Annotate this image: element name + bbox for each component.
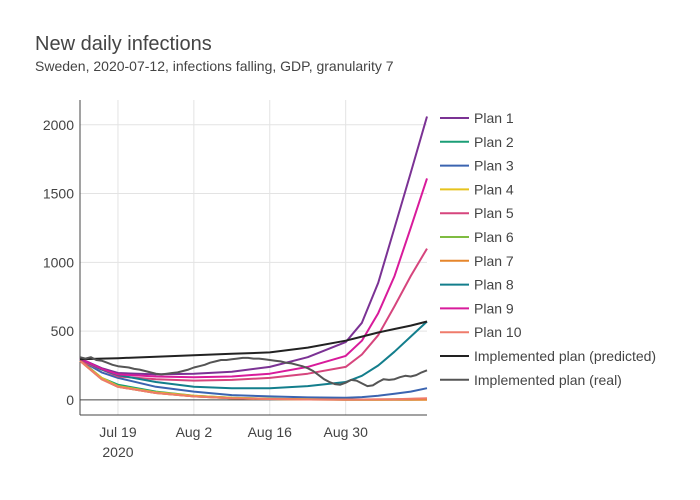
series-line-8 — [79, 320, 428, 390]
legend-label: Plan 1 — [474, 110, 514, 126]
legend-label: Plan 2 — [474, 134, 514, 150]
series-line-5 — [79, 248, 428, 382]
legend-item[interactable]: Plan 6 — [440, 229, 514, 245]
legend: Plan 1 Plan 2 Plan 3 Plan 4 Plan 5 Plan 6 Plan… — [440, 110, 656, 388]
x-tick-label: Aug 2 — [176, 424, 213, 440]
x-tick-label: Aug 30 — [323, 424, 368, 440]
chart-title: New daily infections — [35, 33, 212, 55]
legend-label: Plan 6 — [474, 229, 514, 245]
legend-item[interactable]: Plan 2 — [440, 134, 514, 150]
y-tick-label: 1000 — [43, 254, 74, 270]
legend-label: Plan 9 — [474, 300, 514, 316]
y-tick-label: 500 — [51, 323, 75, 339]
y-tick-label: 2000 — [43, 117, 74, 133]
legend-item[interactable]: Plan 10 — [440, 324, 522, 340]
series-line-1 — [79, 116, 428, 376]
legend-item[interactable]: Plan 7 — [440, 253, 514, 269]
series-line-10 — [79, 359, 428, 401]
series-line-11 — [79, 320, 428, 361]
series-layer — [79, 116, 428, 401]
series-line-3 — [79, 359, 428, 399]
legend-item[interactable]: Plan 8 — [440, 277, 514, 293]
legend-label: Plan 3 — [474, 158, 514, 174]
legend-item[interactable]: Plan 5 — [440, 205, 514, 221]
y-tick-label: 1500 — [43, 186, 74, 202]
y-tick-labels: 0 500 1000 1500 2000 — [43, 117, 74, 408]
legend-label: Implemented plan (real) — [474, 372, 622, 388]
legend-label: Plan 7 — [474, 253, 514, 269]
legend-label: Plan 8 — [474, 277, 514, 293]
legend-item[interactable]: Plan 4 — [440, 181, 514, 197]
x-tick-label: Aug 16 — [248, 424, 293, 440]
x-tick-sublabel: 2020 — [102, 444, 133, 460]
legend-label: Plan 5 — [474, 205, 514, 221]
legend-item[interactable]: Plan 3 — [440, 158, 514, 174]
series-line-9 — [79, 178, 428, 379]
legend-label: Implemented plan (predicted) — [474, 348, 656, 364]
y-tick-label: 0 — [66, 392, 74, 408]
legend-label: Plan 4 — [474, 181, 514, 197]
x-tick-labels: Jul 19 2020 Aug 2 Aug 16 Aug 30 — [99, 424, 368, 460]
legend-item[interactable]: Implemented plan (real) — [440, 372, 622, 388]
legend-item[interactable]: Implemented plan (predicted) — [440, 348, 656, 364]
chart-subtitle: Sweden, 2020-07-12, infections falling, … — [35, 58, 394, 74]
legend-label: Plan 10 — [474, 324, 522, 340]
x-gridlines — [117, 100, 347, 415]
series-line-real — [79, 356, 428, 388]
series-line-2 — [79, 359, 428, 401]
y-gridlines — [80, 124, 427, 332]
legend-item[interactable]: Plan 1 — [440, 110, 514, 126]
legend-item[interactable]: Plan 9 — [440, 300, 514, 316]
x-tick-label: Jul 19 — [99, 424, 137, 440]
